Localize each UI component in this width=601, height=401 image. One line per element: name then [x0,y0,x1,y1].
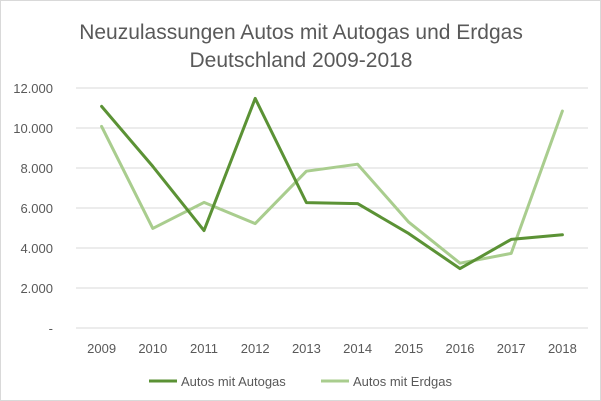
y-tick-label: - [49,321,53,336]
y-axis-ticks: - 2.000 4.000 6.000 8.000 10.000 12.000 [13,81,53,336]
x-tick-label: 2015 [394,341,423,356]
series-line-autos-mit-autogas [100,96,564,271]
y-tick-label: 12.000 [13,81,53,96]
y-tick-label: 10.000 [13,121,53,136]
series-line-autos-mit-erdgas [100,109,564,265]
x-axis-ticks: 2009 2010 2011 2012 2013 2014 2015 2016 2017 2018 [87,341,577,356]
series-lines [100,96,564,271]
x-tick-label: 2009 [87,341,116,356]
x-tick-label: 2013 [292,341,321,356]
x-tick-label: 2016 [446,341,475,356]
x-tick-label: 2010 [138,341,167,356]
x-tick-label: 2018 [548,341,577,356]
gridlines [76,87,588,329]
legend-label: Autos mit Erdgas [353,374,452,389]
chart-title: Neuzulassungen Autos mit Autogas und Erd… [79,21,523,44]
legend: Autos mit Autogas Autos mit Erdgas [149,374,452,389]
x-tick-label: 2011 [190,341,218,356]
x-tick-label: 2017 [497,341,526,356]
y-tick-label: 8.000 [20,161,53,176]
x-tick-label: 2012 [241,341,270,356]
legend-label: Autos mit Autogas [181,374,286,389]
y-tick-label: 6.000 [20,201,53,216]
chart-subtitle: Deutschland 2009-2018 [189,49,412,72]
x-tick-label: 2014 [343,341,372,356]
y-tick-label: 2.000 [20,281,53,296]
y-tick-label: 4.000 [20,241,53,256]
